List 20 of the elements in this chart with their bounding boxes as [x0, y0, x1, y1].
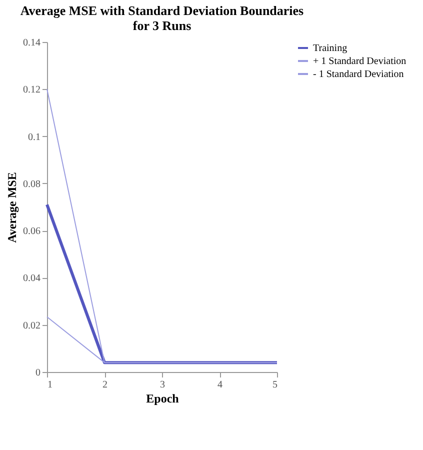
x-axis-title: Epoch — [146, 392, 180, 406]
x-tick-label: 5 — [272, 380, 278, 390]
y-tick-label: 0.06 — [23, 226, 40, 238]
y-tick-label: 0.1 — [28, 132, 40, 143]
x-tick-label: 4 — [218, 380, 222, 390]
y-tick-label: 0.08 — [23, 178, 40, 190]
text: Average MSE with Standard Deviation Boundaries — [20, 3, 304, 18]
text: for 3 Runs — [132, 18, 192, 33]
y-tick-label: 0.14 — [23, 38, 40, 48]
legend-label: Training — [313, 43, 348, 54]
x-tick-label: 1 — [48, 380, 52, 390]
y-tick-label: 0.12 — [23, 84, 40, 96]
y-tick-label: 0.02 — [23, 320, 40, 332]
y-tick-label: 0 — [36, 368, 40, 378]
y-axis-title: Average MSE — [5, 172, 19, 243]
x-tick-label: 3 — [160, 380, 165, 390]
x-tick-label: 2 — [102, 380, 108, 390]
legend-label: + 1 Standard Deviation — [313, 56, 406, 67]
y-tick-label: 0.04 — [23, 273, 40, 284]
legend-label: - 1 Standard Deviation — [313, 69, 404, 80]
